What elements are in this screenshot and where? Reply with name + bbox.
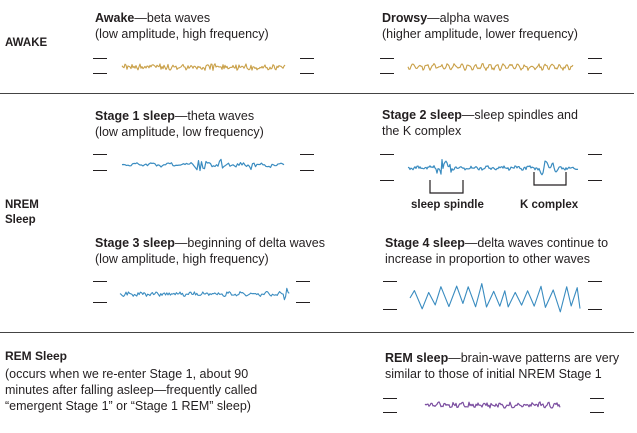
caption-drowsy-rest: —alpha waves	[427, 11, 510, 25]
wave-stage4-trace	[409, 283, 581, 313]
rem-description-line2: minutes after falling asleep—frequently …	[5, 383, 258, 397]
section-label-awake: AWAKE	[5, 37, 48, 49]
caption-awake-title: Awake	[95, 11, 135, 25]
scale-tick	[588, 180, 602, 181]
section-label-nrem: NREM Sleep	[5, 198, 39, 228]
k-complex-bracket	[533, 172, 567, 186]
caption-stage3-line2: (low amplitude, high frequency)	[95, 252, 269, 266]
caption-rem-title: REM sleep	[385, 351, 449, 365]
section-label-nrem-line1: NREM	[5, 199, 39, 211]
scale-tick	[380, 73, 394, 74]
section-label-nrem-line2: Sleep	[5, 214, 36, 226]
drowsy-alpha-wave	[407, 62, 574, 72]
wave-stage2-trace	[407, 158, 579, 176]
scale-tick	[93, 58, 107, 59]
scale-tick	[380, 58, 394, 59]
scale-tick	[296, 302, 310, 303]
scale-tick	[296, 281, 310, 282]
scale-tick	[93, 281, 107, 282]
scale-tick	[588, 309, 602, 310]
caption-stage3-rest: —beginning of delta waves	[174, 236, 326, 250]
k-complex-label: K complex	[520, 199, 579, 211]
caption-rem: REM sleep—brain-wave patterns are very s…	[385, 350, 619, 382]
rem-description-line1: (occurs when we re-enter Stage 1, about …	[5, 367, 249, 381]
divider-nrem-rem	[0, 332, 634, 333]
caption-awake-rest: —beta waves	[134, 11, 211, 25]
scale-tick	[93, 170, 107, 171]
rem-description-line3: “emergent Stage 1” or “Stage 1 REM” slee…	[5, 399, 251, 413]
sleep-spindle-bracket	[429, 180, 464, 194]
scale-tick	[300, 58, 314, 59]
scale-tick	[588, 281, 602, 282]
caption-stage2-title: Stage 2 sleep	[382, 108, 462, 122]
wave-stage3-trace	[119, 287, 290, 301]
scale-tick	[590, 398, 604, 399]
scale-tick	[588, 58, 602, 59]
scale-tick	[93, 302, 107, 303]
caption-rem-line2: similar to those of initial NREM Stage 1	[385, 367, 602, 381]
caption-stage1-rest: —theta waves	[174, 109, 255, 123]
rem-description: (occurs when we re-enter Stage 1, about …	[5, 366, 335, 414]
scale-tick	[93, 73, 107, 74]
rem-wave	[424, 401, 561, 409]
scale-tick	[590, 412, 604, 413]
caption-stage4-line2: increase in proportion to other waves	[385, 252, 590, 266]
caption-stage2-rest: —sleep spindles and	[461, 108, 578, 122]
caption-awake: Awake—beta waves (low amplitude, high fr…	[95, 10, 269, 42]
scale-tick	[383, 281, 397, 282]
wave-rem-trace	[424, 401, 561, 409]
scale-tick	[383, 398, 397, 399]
scale-tick	[300, 170, 314, 171]
scale-tick	[380, 154, 394, 155]
caption-stage4-title: Stage 4 sleep	[385, 236, 465, 250]
caption-stage4: Stage 4 sleep—delta waves continue to in…	[385, 235, 608, 267]
scale-tick	[93, 154, 107, 155]
caption-stage2: Stage 2 sleep—sleep spindles and the K c…	[382, 107, 578, 139]
caption-stage1: Stage 1 sleep—theta waves (low amplitude…	[95, 108, 264, 140]
caption-drowsy: Drowsy—alpha waves (higher amplitude, lo…	[382, 10, 578, 42]
wave-drowsy-trace	[407, 62, 574, 72]
stage3-delta-wave	[119, 287, 290, 301]
caption-stage1-title: Stage 1 sleep	[95, 109, 175, 123]
scale-tick	[380, 180, 394, 181]
stage4-delta-wave	[409, 283, 581, 313]
caption-awake-line2: (low amplitude, high frequency)	[95, 27, 269, 41]
scale-tick	[383, 309, 397, 310]
stage2-spindle-wave	[407, 158, 579, 176]
scale-tick	[300, 154, 314, 155]
divider-awake-nrem	[0, 93, 634, 94]
caption-stage4-rest: —delta waves continue to	[464, 236, 609, 250]
caption-rem-rest: —brain-wave patterns are very	[448, 351, 620, 365]
caption-drowsy-title: Drowsy	[382, 11, 428, 25]
sleep-spindle-label: sleep spindle	[411, 199, 484, 211]
wave-stage1-trace	[121, 158, 285, 172]
stage1-theta-wave	[121, 158, 285, 172]
caption-stage3-title: Stage 3 sleep	[95, 236, 175, 250]
caption-drowsy-line2: (higher amplitude, lower frequency)	[382, 27, 578, 41]
wave-awake-trace	[121, 63, 286, 71]
awake-beta-wave	[121, 63, 286, 71]
section-label-rem: REM Sleep	[5, 349, 68, 363]
scale-tick	[300, 73, 314, 74]
caption-stage2-line2: the K complex	[382, 124, 462, 138]
caption-stage3: Stage 3 sleep—beginning of delta waves (…	[95, 235, 325, 267]
caption-stage1-line2: (low amplitude, low frequency)	[95, 125, 264, 139]
scale-tick	[383, 412, 397, 413]
scale-tick	[588, 154, 602, 155]
scale-tick	[588, 73, 602, 74]
